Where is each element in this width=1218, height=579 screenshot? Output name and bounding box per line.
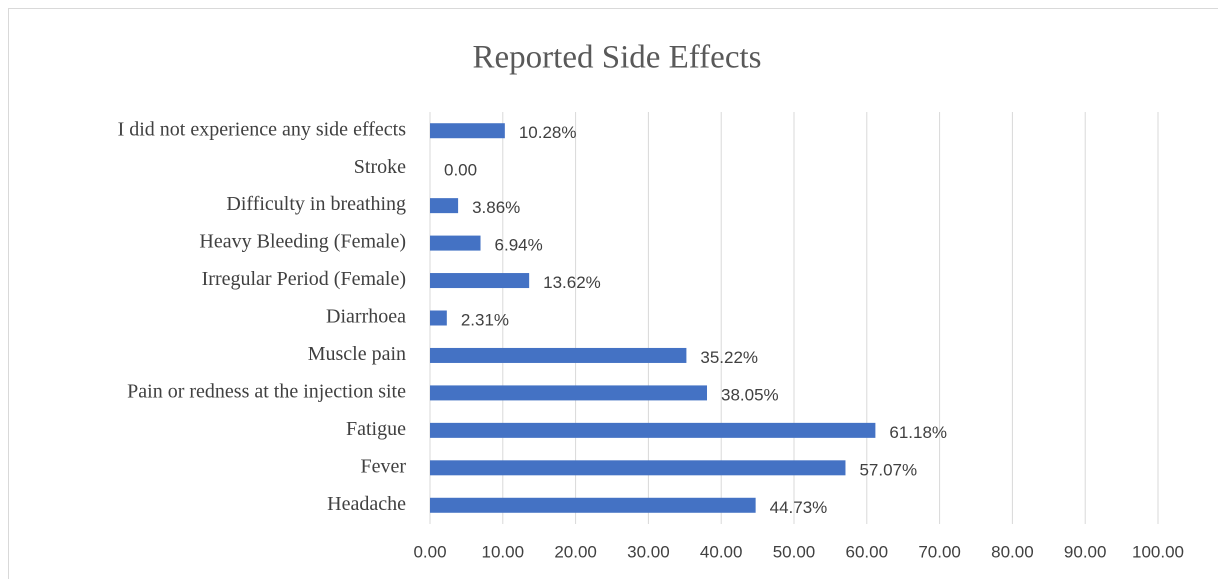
y-tick-label: Stroke	[354, 156, 406, 178]
y-tick-label: Diarrhoea	[326, 306, 406, 328]
y-tick-label: Difficulty in breathing	[226, 193, 406, 215]
x-tick-label: 20.00	[554, 542, 597, 561]
x-tick-label: 30.00	[627, 542, 670, 561]
bar	[430, 273, 530, 289]
data-label: 57.07%	[859, 460, 917, 479]
chart-border	[8, 8, 1218, 579]
bar	[430, 347, 687, 363]
x-tick-label: 100.00	[1132, 542, 1184, 561]
bar	[430, 198, 459, 214]
x-tick-label: 80.00	[991, 542, 1034, 561]
x-tick-label: 60.00	[846, 542, 889, 561]
data-label: 2.31%	[461, 310, 509, 329]
data-label: 61.18%	[889, 423, 947, 442]
bar	[430, 310, 447, 326]
bar	[430, 460, 846, 476]
data-label: 0.00	[444, 161, 477, 180]
data-label: 13.62%	[543, 273, 601, 292]
y-tick-label: Pain or redness at the injection site	[127, 381, 406, 403]
data-label: 38.05%	[721, 385, 779, 404]
data-label: 6.94%	[495, 236, 543, 255]
bar	[430, 422, 876, 438]
y-tick-label: Fever	[360, 455, 406, 477]
x-tick-label: 40.00	[700, 542, 743, 561]
bar	[430, 123, 505, 139]
x-tick-label: 0.00	[413, 542, 446, 561]
y-tick-label: Irregular Period (Female)	[202, 268, 406, 290]
x-tick-label: 10.00	[482, 542, 525, 561]
data-label: 44.73%	[770, 498, 828, 517]
data-label: 3.86%	[472, 198, 520, 217]
bar	[430, 235, 481, 251]
x-tick-label: 90.00	[1064, 542, 1107, 561]
bar	[430, 385, 708, 401]
y-tick-label: I did not experience any side effects	[118, 118, 407, 140]
y-tick-label: Fatigue	[346, 418, 406, 440]
data-label: 10.28%	[519, 123, 577, 142]
data-label: 35.22%	[700, 348, 758, 367]
bar	[430, 497, 756, 513]
x-tick-label: 70.00	[918, 542, 961, 561]
chart-title: Reported Side Effects	[473, 40, 762, 76]
y-tick-label: Heavy Bleeding (Female)	[199, 231, 406, 253]
x-tick-label: 50.00	[773, 542, 816, 561]
y-tick-label: Muscle pain	[308, 343, 406, 365]
y-tick-label: Headache	[327, 493, 406, 515]
